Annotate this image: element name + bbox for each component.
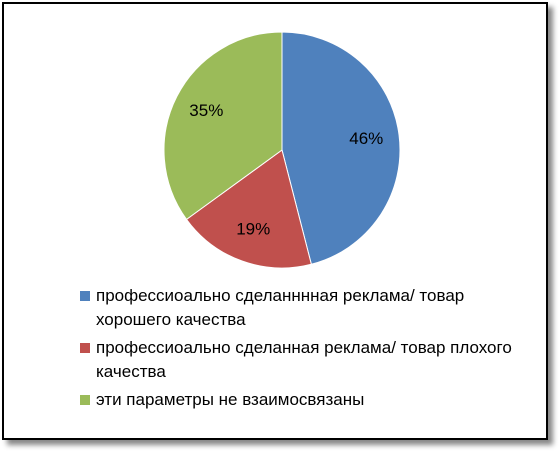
legend-marker <box>80 395 90 405</box>
chart: 46% 19% 35% <box>163 31 401 269</box>
legend-label: профессиоально сделанная реклама/ товар … <box>96 338 512 381</box>
pie-slice <box>163 31 283 221</box>
legend-label: эти параметры не взаимосвязаны <box>96 390 365 409</box>
pie-slice <box>281 31 401 265</box>
value-label: 35% <box>189 101 223 120</box>
pie-slice <box>185 149 312 269</box>
legend-item: профессиоально сделанннная реклама/ това… <box>78 284 518 332</box>
legend-item: профессиоально сделанная реклама/ товар … <box>78 336 518 384</box>
legend-marker <box>80 291 90 301</box>
value-label: 19% <box>236 219 270 238</box>
legend-label: профессиоально сделанннная реклама/ това… <box>96 286 465 329</box>
legend-item: эти параметры не взаимосвязаны <box>78 388 518 412</box>
legend: профессиоально сделанннная реклама/ това… <box>78 284 518 416</box>
chart-frame: 46% 19% 35% профессиоально сделанннная рек… <box>2 2 548 440</box>
legend-marker <box>80 343 90 353</box>
value-label: 46% <box>349 129 383 148</box>
